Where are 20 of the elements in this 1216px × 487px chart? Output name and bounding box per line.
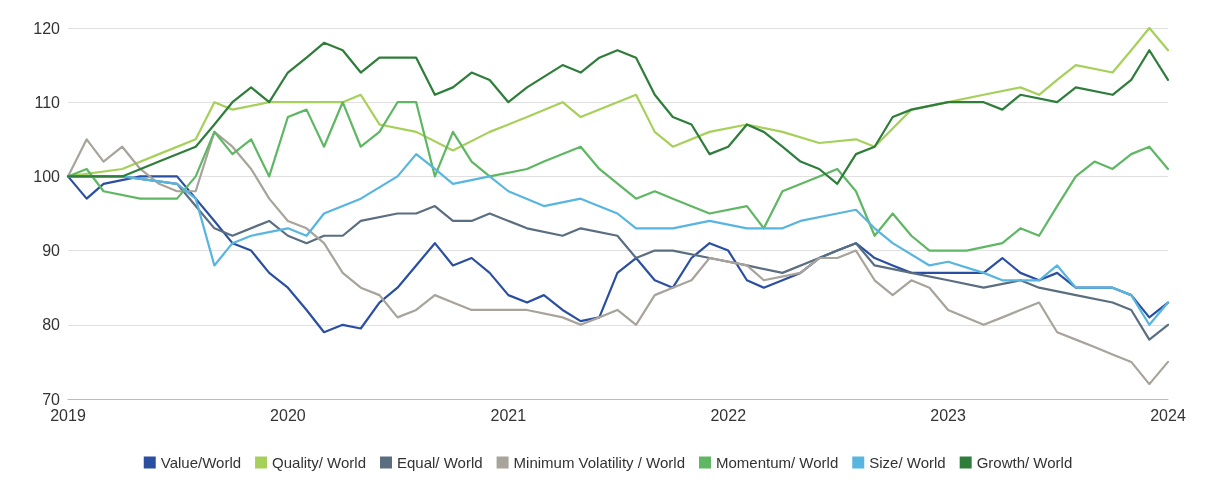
legend-label: Value/World xyxy=(160,454,242,471)
x-tick-label: 2023 xyxy=(930,406,967,424)
legend-label: Quality/ World xyxy=(272,454,366,471)
line-series xyxy=(66,130,1170,386)
y-tick-label: 120 xyxy=(33,19,61,37)
x-tick-label: 2021 xyxy=(490,406,527,424)
x-tick-label: 2020 xyxy=(270,406,306,424)
y-tick-label: 100 xyxy=(33,167,61,185)
y-tick-label: 90 xyxy=(42,242,61,260)
y-tick-label: 80 xyxy=(42,316,61,334)
x-tick-label: 2019 xyxy=(50,406,86,424)
x-tick-label: 2022 xyxy=(710,406,747,424)
y-tick-label: 110 xyxy=(34,93,61,111)
legend-label: Equal/ World xyxy=(396,454,483,471)
y-tick-label: 70 xyxy=(42,390,61,408)
legend-label: Size/ World xyxy=(869,454,946,471)
legend-label: Minimum Volatility / World xyxy=(513,454,686,471)
x-tick-label: 2024 xyxy=(1150,406,1186,424)
legend-label: Momentum/ World xyxy=(716,454,839,471)
legend-label: Growth/ World xyxy=(976,454,1073,471)
